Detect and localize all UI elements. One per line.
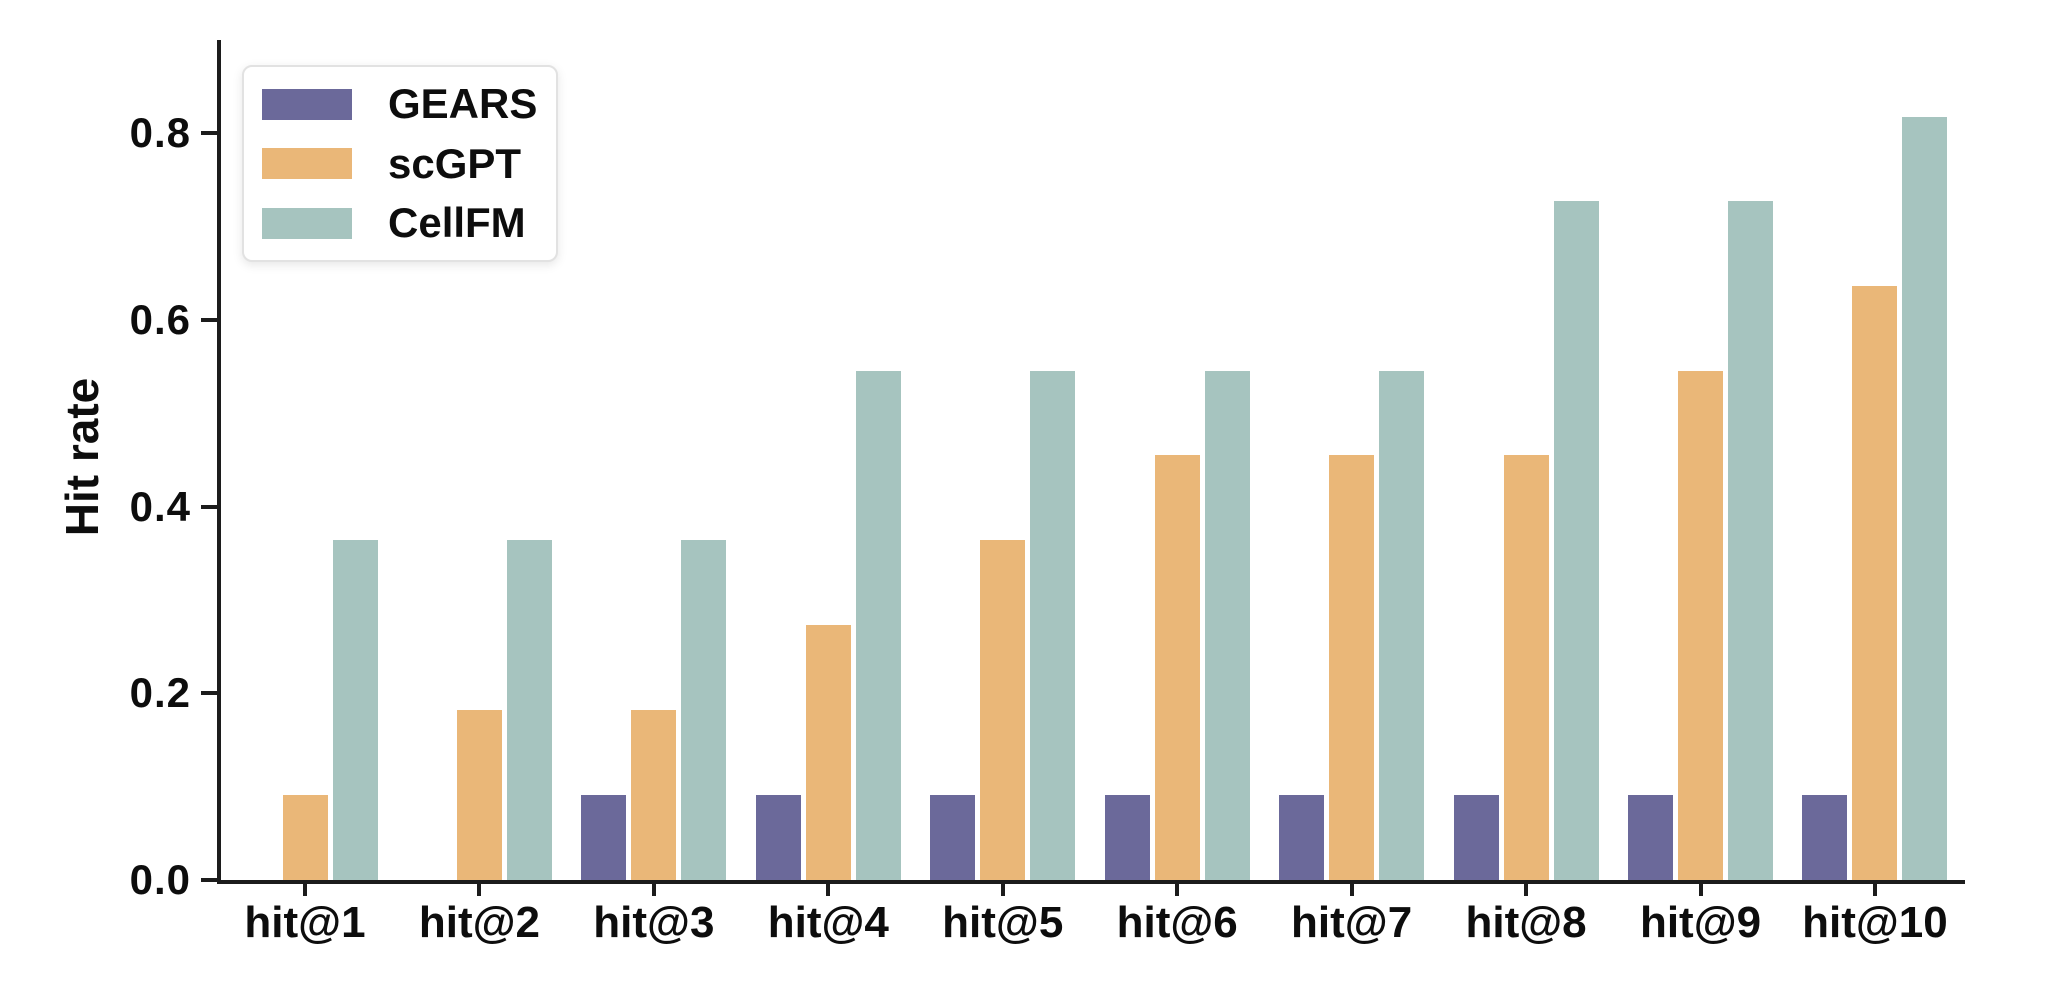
bar-cellfm-hit-10 (1902, 116, 1948, 880)
x-axis-tick (1000, 882, 1005, 896)
bar-cellfm-hit-4 (855, 371, 901, 880)
y-axis-tick (201, 131, 217, 136)
bar-cellfm-hit-7 (1379, 371, 1425, 880)
x-axis-tick-label: hit@4 (767, 898, 889, 947)
legend-item-gears: GEARS (262, 82, 538, 126)
x-axis-tick (477, 882, 482, 896)
bar-scgpt-hit-5 (980, 540, 1026, 880)
x-axis-tick-label: hit@2 (418, 898, 540, 947)
x-axis-tick-label: hit@9 (1639, 898, 1762, 947)
y-axis-tick (201, 878, 217, 882)
x-axis-tick-label: hit@1 (244, 898, 366, 947)
y-axis-spine (217, 40, 221, 884)
bar-scgpt-hit-8 (1503, 455, 1549, 880)
x-axis-tick (1349, 882, 1354, 896)
x-axis-tick (651, 882, 656, 896)
bar-scgpt-hit-10 (1852, 286, 1898, 880)
x-axis-tick-label: hit@5 (942, 898, 1064, 947)
bar-cellfm-hit-9 (1728, 201, 1774, 880)
bar-cellfm-hit-2 (506, 540, 552, 880)
bar-gears-hit-3 (581, 795, 627, 880)
legend: GEARS scGPT CellFM (242, 65, 558, 262)
x-axis-tick (826, 882, 831, 896)
x-axis-tick (1175, 882, 1180, 896)
x-axis-tick-label: hit@8 (1465, 898, 1587, 947)
x-axis-tick-label: hit@7 (1291, 898, 1413, 947)
legend-label-scgpt: scGPT (388, 139, 522, 187)
bar-gears-hit-8 (1453, 795, 1499, 880)
bar-scgpt-hit-1 (282, 795, 328, 880)
bar-gears-hit-6 (1104, 795, 1150, 880)
bar-cellfm-hit-1 (332, 540, 378, 880)
y-axis-tick-label: 0.6 (129, 296, 191, 343)
bar-scgpt-hit-6 (1154, 455, 1200, 880)
x-axis-tick (1524, 882, 1529, 896)
bar-cellfm-hit-8 (1553, 201, 1599, 880)
bar-scgpt-hit-9 (1678, 371, 1724, 880)
x-axis-spine (217, 880, 1965, 884)
bar-gears-hit-5 (930, 795, 976, 880)
x-axis-tick-label: hit@3 (593, 898, 715, 947)
legend-swatch-cellfm (262, 207, 352, 239)
bar-scgpt-hit-3 (631, 710, 677, 880)
y-axis-tick-label: 0.0 (129, 856, 191, 903)
bar-scgpt-hit-2 (456, 710, 502, 880)
x-axis-tick (1872, 882, 1877, 896)
legend-item-scgpt: scGPT (262, 139, 538, 187)
bar-gears-hit-4 (755, 795, 801, 880)
x-axis-tick (1698, 882, 1703, 896)
bar-gears-hit-7 (1279, 795, 1325, 880)
x-axis-tick-label: hit@10 (1802, 898, 1948, 947)
y-axis-tick (201, 318, 217, 322)
bar-cellfm-hit-5 (1030, 371, 1076, 880)
bar-cellfm-hit-6 (1204, 371, 1250, 880)
legend-label-gears: GEARS (388, 80, 538, 127)
legend-swatch-scgpt (262, 148, 352, 179)
bar-cellfm-hit-3 (681, 540, 727, 880)
y-axis-tick-label: 0.4 (129, 482, 191, 530)
legend-label-cellfm: CellFM (388, 199, 526, 246)
bar-gears-hit-9 (1628, 795, 1674, 880)
bar-scgpt-hit-4 (805, 625, 851, 880)
legend-item-cellfm: CellFM (262, 201, 538, 245)
y-axis-tick-label: 0.2 (129, 669, 191, 717)
y-axis-tick-label: 0.8 (129, 109, 191, 157)
bar-scgpt-hit-7 (1329, 455, 1375, 880)
x-axis-tick-label: hit@6 (1116, 898, 1238, 947)
bar-gears-hit-10 (1802, 795, 1848, 880)
legend-swatch-gears (262, 88, 352, 120)
x-axis-tick (303, 882, 307, 896)
y-axis-tick (201, 504, 217, 509)
y-axis-tick (201, 691, 217, 696)
